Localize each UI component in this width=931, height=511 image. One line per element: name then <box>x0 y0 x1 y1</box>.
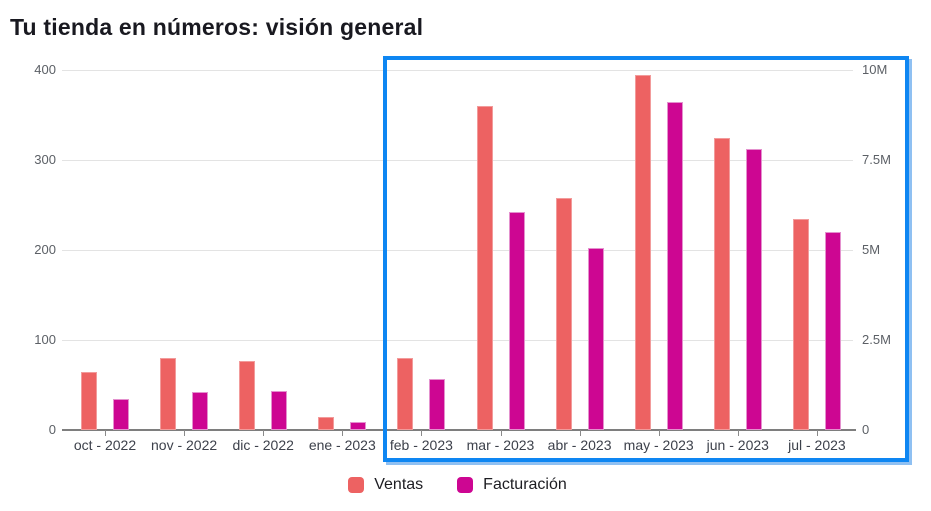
legend-swatch-ventas <box>348 477 365 493</box>
x-axis-label: jun - 2023 <box>706 437 769 453</box>
bar-facturacion-dic 2022[interactable] <box>271 391 288 430</box>
x-axis-label: abr - 2023 <box>547 437 612 453</box>
x-axis-label: mar - 2023 <box>466 437 535 453</box>
bar-ventas-ene 2023[interactable] <box>318 416 335 430</box>
y-axis-label-left: 200 <box>34 242 56 257</box>
bar-facturacion-nov 2022[interactable] <box>192 392 209 430</box>
x-axis-tick <box>658 430 660 436</box>
bar-facturacion-oct 2022[interactable] <box>113 399 129 430</box>
y-axis-label-left: 0 <box>48 422 56 437</box>
legend-item-ventas: Ventas <box>348 476 423 494</box>
bar-facturacion-jun 2023[interactable] <box>745 149 762 430</box>
bar-facturacion-jul 2023[interactable] <box>824 232 841 430</box>
x-axis-label: nov - 2022 <box>151 437 218 453</box>
bar-facturacion-ene 2023[interactable] <box>350 421 367 430</box>
y-axis-label-right: 0 <box>862 422 870 437</box>
x-axis-label: ene - 2023 <box>308 437 376 453</box>
x-axis-tick <box>342 430 344 436</box>
x-axis-label: may - 2023 <box>623 437 694 453</box>
bar-ventas-nov 2022[interactable] <box>160 358 177 430</box>
x-axis-label: oct - 2022 <box>73 437 137 453</box>
y-axis-label-right: 5M <box>862 242 881 257</box>
bar-facturacion-feb 2023[interactable] <box>429 378 446 430</box>
bar-facturacion-abr 2023[interactable] <box>587 248 604 430</box>
y-axis-label-left: 400 <box>34 62 56 77</box>
bar-ventas-may 2023[interactable] <box>634 74 651 430</box>
x-axis-tick <box>579 430 581 436</box>
chart-legend: Ventas Facturación <box>62 476 853 494</box>
x-axis-tick <box>184 430 186 436</box>
x-axis-tick <box>105 430 106 436</box>
x-axis-label: feb - 2023 <box>389 437 453 453</box>
legend-label-facturacion: Facturación <box>483 476 567 493</box>
y-axis-label-right: 7.5M <box>862 152 891 167</box>
x-axis-tick <box>737 430 739 436</box>
x-axis-tick <box>816 430 818 436</box>
legend-swatch-facturacion <box>457 477 474 493</box>
legend-item-facturacion: Facturación <box>457 476 567 494</box>
bar-ventas-mar 2023[interactable] <box>476 106 493 430</box>
bar-ventas-feb 2023[interactable] <box>397 358 414 430</box>
bar-ventas-jun 2023[interactable] <box>713 137 730 430</box>
bar-ventas-dic 2022[interactable] <box>239 360 256 430</box>
bar-facturacion-mar 2023[interactable] <box>508 212 525 430</box>
y-axis-label-left: 100 <box>34 332 56 347</box>
bar-facturacion-may 2023[interactable] <box>666 102 683 430</box>
legend-label-ventas: Ventas <box>374 476 424 493</box>
x-axis-label: dic - 2022 <box>232 437 294 453</box>
x-axis-tick <box>263 430 265 436</box>
x-axis-line <box>62 429 856 431</box>
bar-ventas-oct 2022[interactable] <box>81 371 97 430</box>
gridline <box>62 250 853 251</box>
y-axis-label-right: 10M <box>862 62 888 77</box>
bar-ventas-jul 2023[interactable] <box>792 218 809 430</box>
x-axis-label: jul - 2023 <box>788 437 846 453</box>
x-axis-tick <box>421 430 423 436</box>
bar-ventas-abr 2023[interactable] <box>555 197 572 430</box>
gridline <box>62 70 853 71</box>
page-title: Tu tienda en números: visión general <box>10 14 424 40</box>
x-axis-tick <box>500 430 502 436</box>
gridline <box>62 160 853 161</box>
y-axis-label-left: 300 <box>34 152 56 167</box>
y-axis-label-right: 2.5M <box>862 332 891 347</box>
gridline <box>62 340 853 341</box>
